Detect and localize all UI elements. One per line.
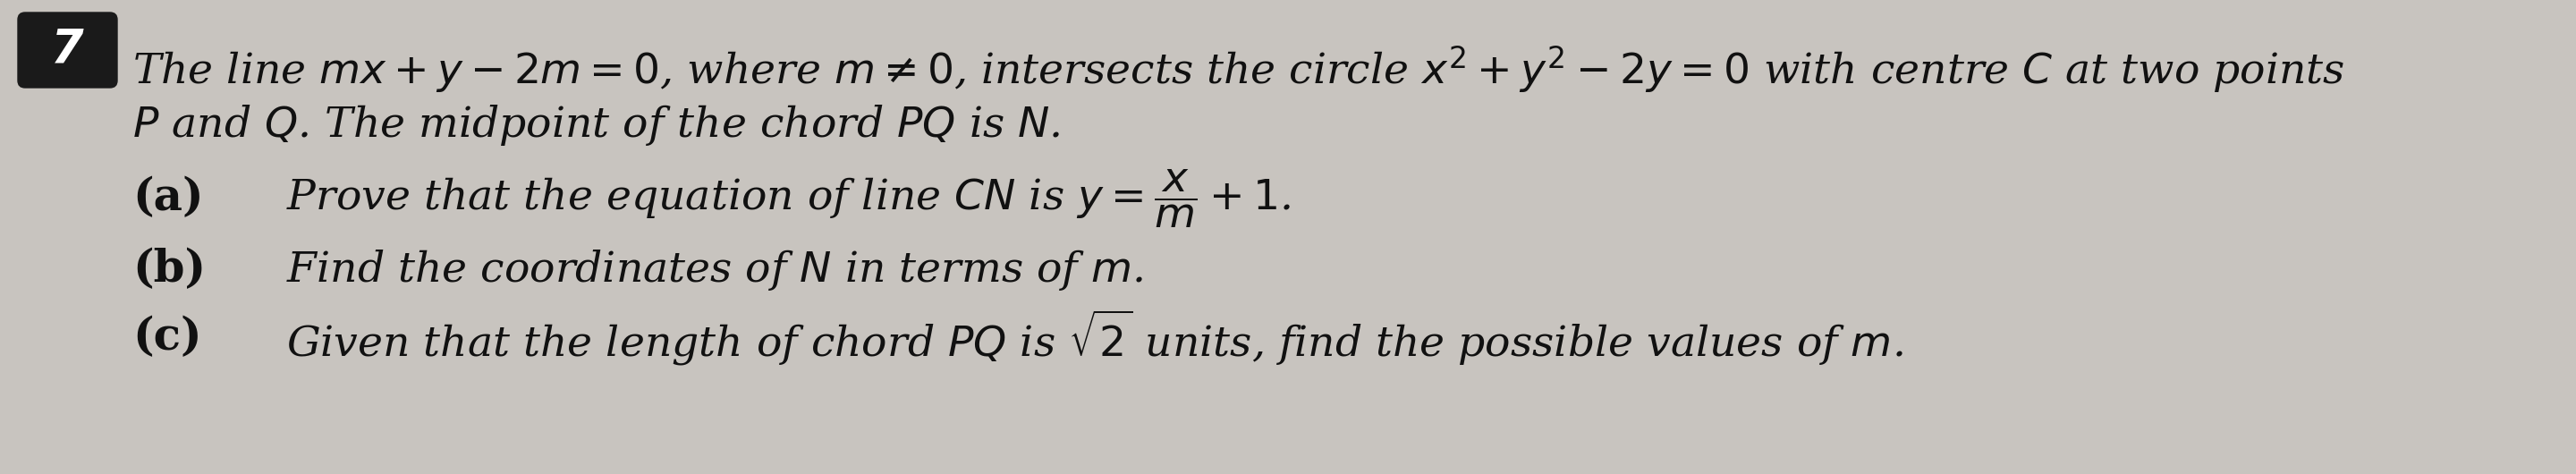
Text: Given that the length of chord $PQ$ is $\sqrt{2}$ units, find the possible value: Given that the length of chord $PQ$ is $…: [286, 308, 1904, 368]
Text: (c): (c): [131, 316, 201, 360]
Text: Find the coordinates of $N$ in terms of $m$.: Find the coordinates of $N$ in terms of …: [286, 248, 1144, 292]
Text: The line $mx + y - 2m = 0$, where $m \neq 0$, intersects the circle $x^2 + y^2 -: The line $mx + y - 2m = 0$, where $m \ne…: [131, 44, 2344, 95]
Text: $P$ and $Q$. The midpoint of the chord $PQ$ is $N$.: $P$ and $Q$. The midpoint of the chord $…: [131, 103, 1061, 147]
Text: (a): (a): [131, 177, 204, 220]
FancyBboxPatch shape: [18, 12, 116, 88]
Text: Prove that the equation of line $CN$ is $y = \dfrac{x}{m} + 1$.: Prove that the equation of line $CN$ is …: [286, 167, 1291, 230]
Text: (b): (b): [131, 248, 206, 292]
Text: 7: 7: [52, 27, 85, 73]
